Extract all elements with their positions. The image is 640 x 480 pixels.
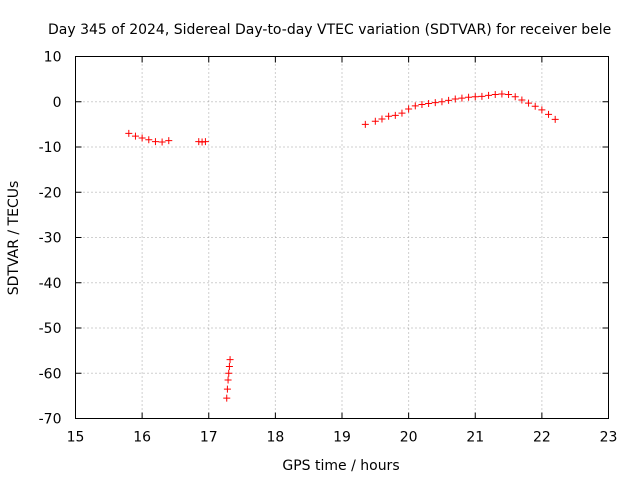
x-tick-labels: 15 16 17 18 19 20 21 22 23 xyxy=(67,430,618,446)
y-axis-label: SDTVAR / TECUs xyxy=(6,181,22,296)
data-point xyxy=(431,99,439,107)
series-segment-1 xyxy=(125,129,173,146)
data-points xyxy=(125,90,559,402)
data-point xyxy=(201,138,209,146)
x-tick-label: 20 xyxy=(400,430,418,446)
data-point xyxy=(525,99,533,107)
y-tick-label: -30 xyxy=(39,231,62,247)
data-point xyxy=(511,93,519,101)
chart-title: Day 345 of 2024, Sidereal Day-to-day VTE… xyxy=(48,22,611,38)
x-tick-label: 15 xyxy=(67,430,85,446)
data-point xyxy=(371,117,379,125)
x-tick-label: 18 xyxy=(266,430,284,446)
data-point xyxy=(518,96,526,104)
data-point xyxy=(158,138,166,146)
data-point xyxy=(223,394,231,402)
data-point xyxy=(438,98,446,106)
data-point xyxy=(425,100,433,108)
y-tick-labels: 10 0 -10 -20 -30 -40 -50 -60 -70 xyxy=(39,50,62,428)
data-point xyxy=(418,100,426,108)
data-point xyxy=(378,115,386,123)
data-point xyxy=(138,134,146,142)
data-point xyxy=(471,93,479,101)
data-point xyxy=(498,90,506,98)
series-segment-2 xyxy=(195,138,209,146)
data-point xyxy=(385,112,393,120)
data-point xyxy=(545,110,553,118)
data-point xyxy=(485,91,493,99)
data-point xyxy=(538,106,546,114)
y-tick-label: 0 xyxy=(53,95,62,111)
y-tick-label: 10 xyxy=(44,50,62,66)
plot-frame xyxy=(75,56,609,419)
series-segment-3 xyxy=(223,356,234,402)
data-point xyxy=(531,102,539,110)
data-point xyxy=(145,136,153,144)
y-tick-label: -10 xyxy=(39,140,62,156)
data-point xyxy=(226,356,234,364)
data-point xyxy=(131,132,139,140)
x-tick-label: 21 xyxy=(466,430,484,446)
data-point xyxy=(391,111,399,119)
x-tick-label: 16 xyxy=(133,430,151,446)
data-point xyxy=(224,376,232,384)
series-segment-4 xyxy=(361,90,559,128)
y-tick-label: -70 xyxy=(39,412,62,428)
x-tick-label: 22 xyxy=(533,430,551,446)
y-tick-label: -50 xyxy=(39,321,62,337)
y-tick-label: -40 xyxy=(39,276,62,292)
data-point xyxy=(361,120,369,128)
data-point xyxy=(505,91,513,99)
data-point xyxy=(223,385,231,393)
x-tick-label: 23 xyxy=(600,430,618,446)
data-point xyxy=(478,92,486,100)
data-point xyxy=(405,105,413,113)
data-point xyxy=(458,94,466,102)
data-point xyxy=(445,96,453,104)
data-point xyxy=(151,138,159,146)
data-point xyxy=(451,95,459,103)
data-point xyxy=(398,109,406,117)
data-point xyxy=(125,129,133,137)
data-point xyxy=(551,115,559,123)
x-axis-label: GPS time / hours xyxy=(282,458,399,474)
data-point xyxy=(411,102,419,110)
x-tick-label: 17 xyxy=(200,430,218,446)
x-tick-label: 19 xyxy=(333,430,351,446)
data-point xyxy=(465,93,473,101)
grid xyxy=(75,56,609,419)
data-point xyxy=(225,369,233,377)
data-point xyxy=(225,362,233,370)
data-point xyxy=(165,137,173,145)
data-point xyxy=(491,91,499,99)
y-tick-label: -60 xyxy=(39,366,62,382)
y-tick-label: -20 xyxy=(39,185,62,201)
